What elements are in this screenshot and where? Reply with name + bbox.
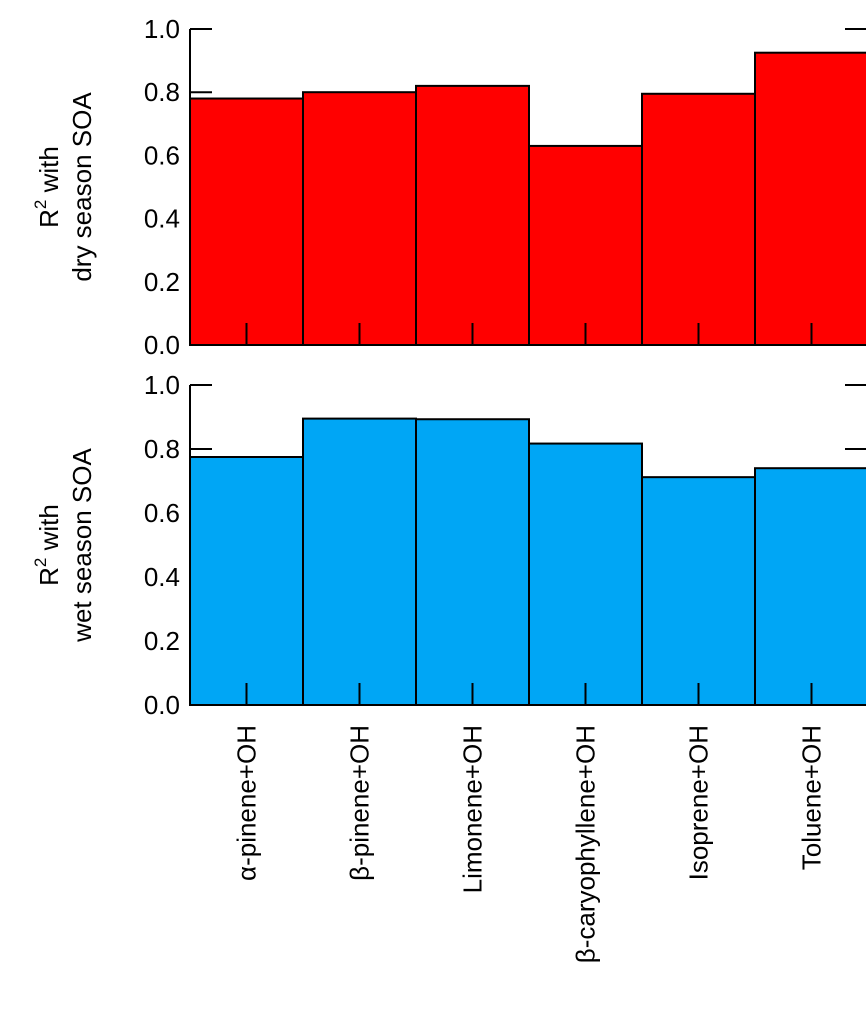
bottom-panel-y-tick-label: 0.6 xyxy=(144,498,180,528)
bottom-panel-y-axis-title-superscript: 2 xyxy=(31,558,50,567)
bottom-panel-y-tick-label: 0.8 xyxy=(144,434,180,464)
x-category-label-3: Limonene+OH xyxy=(458,725,488,893)
top-panel-bar-3 xyxy=(415,84,530,346)
bottom-panel-y-tick-label: 0.4 xyxy=(144,562,180,592)
top-panel-y-tick-label: 0.4 xyxy=(144,204,180,234)
top-panel-y-axis-title-superscript: 2 xyxy=(31,200,50,209)
x-category-label-5: Isoprene+OH xyxy=(684,725,714,880)
bottom-panel-y-tick-label: 0.2 xyxy=(144,626,180,656)
top-panel-bar-4 xyxy=(528,144,643,346)
top-panel-bar-5 xyxy=(641,92,756,346)
bottom-panel-y-axis-title-line1: R2 with xyxy=(31,504,64,586)
bottom-panel-bar-4 xyxy=(528,442,643,706)
top-panel-y-axis-title-line2: dry season SOA xyxy=(67,92,97,282)
bottom-panel-bar-6 xyxy=(754,467,866,707)
bottom-panel-y-axis-title-line2: wet season SOA xyxy=(67,448,97,643)
top-panel-y-tick-label: 0.6 xyxy=(144,140,180,170)
x-category-label-1: α-pinene+OH xyxy=(232,725,262,881)
bottom-panel-y-axis-title-r: R xyxy=(34,567,64,586)
x-category-label-2: β-pinene+OH xyxy=(345,725,375,881)
bottom-panel-bar-3 xyxy=(415,418,530,706)
bottom-panel-y-axis-title-with: with xyxy=(34,504,64,557)
bottom-panel-y-tick-label: 0.0 xyxy=(144,690,180,720)
top-panel-y-tick-label: 0.2 xyxy=(144,267,180,297)
x-category-label-4: β-caryophyllene+OH xyxy=(571,725,601,963)
top-panel-bar-2 xyxy=(302,91,417,346)
bottom-panel-bar-1 xyxy=(189,456,304,706)
top-panel-y-tick-label: 1.0 xyxy=(144,14,180,44)
x-category-label-6: Toluene+OH xyxy=(797,725,827,870)
top-panel-bar-1 xyxy=(189,97,304,346)
bottom-panel-bar-2 xyxy=(302,417,417,706)
bottom-panel-y-tick-label: 1.0 xyxy=(144,370,180,400)
top-panel-y-axis-title-line1: R2 with xyxy=(31,146,64,228)
top-panel-bar-6 xyxy=(754,51,866,346)
top-panel-y-axis-title-with: with xyxy=(34,146,64,199)
top-panel-y-tick-label: 0.8 xyxy=(144,77,180,107)
bottom-panel-bar-5 xyxy=(641,476,756,706)
top-panel-y-tick-label: 0.0 xyxy=(144,330,180,360)
top-panel-y-axis-title-r: R xyxy=(34,209,64,228)
